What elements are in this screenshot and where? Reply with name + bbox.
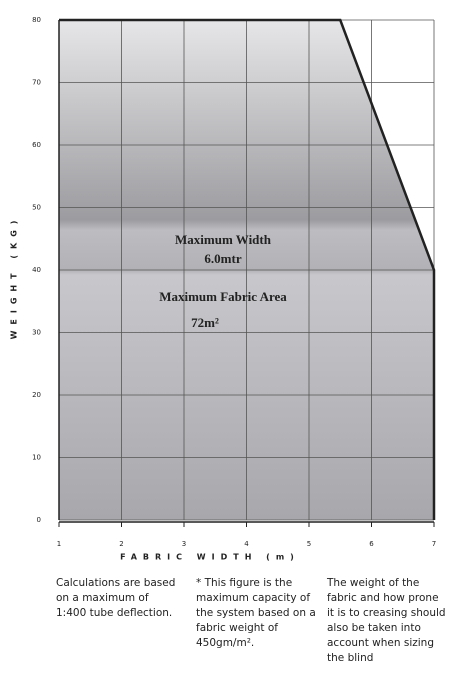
x-tick-label: 7	[432, 540, 436, 548]
x-tick-label: 1	[57, 540, 61, 548]
x-tick-label: 6	[369, 540, 374, 548]
note: Calculations are based on a maximum of 1…	[56, 577, 176, 619]
x-axis-label: FABRIC WIDTH (m)	[120, 553, 300, 562]
note: The weight of the fabric and how prone i…	[327, 577, 446, 664]
x-tick-label: 2	[119, 540, 123, 548]
annotation: 6.0mtr	[204, 251, 241, 266]
annotation: Maximum Fabric Area	[159, 289, 287, 304]
y-tick-label: 20	[32, 391, 41, 399]
y-tick-label: 50	[32, 204, 41, 212]
y-tick-label: 70	[32, 79, 41, 87]
y-tick-label: 0	[37, 516, 41, 524]
y-tick-label: 30	[32, 329, 41, 337]
annotation: Maximum Width	[175, 232, 272, 247]
x-tick-label: 5	[307, 540, 311, 548]
note: * This figure is the maximum capacity of…	[196, 577, 316, 649]
y-axis-label: WEIGHT (KG)	[10, 215, 19, 340]
y-tick-label: 10	[32, 454, 41, 462]
capacity-line	[59, 18, 436, 520]
x-tick-label: 4	[244, 540, 249, 548]
chart: FABRIC WIDTH (m) WEIGHT (KG) 0 10 20 30 40 50…	[10, 16, 437, 562]
y-tick-label: 40	[32, 266, 41, 274]
x-tick-label: 3	[182, 540, 186, 548]
y-tick-label: 80	[32, 16, 41, 24]
y-tick-label: 60	[32, 141, 41, 149]
annotation: 72m²	[191, 315, 219, 330]
